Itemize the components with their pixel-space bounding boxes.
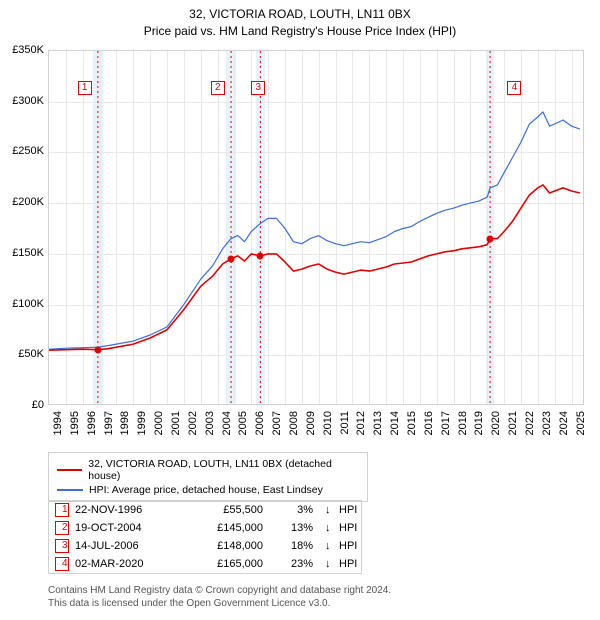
- sales-row-price: £55,500: [189, 504, 269, 516]
- sales-row-date: 22-NOV-1996: [69, 504, 189, 516]
- sales-row-marker: 1: [55, 503, 69, 517]
- sales-row-price: £148,000: [189, 540, 269, 552]
- down-arrow-icon: ↓: [319, 504, 333, 516]
- x-tick-label: 2020: [490, 411, 502, 451]
- legend-item-property: 32, VICTORIA ROAD, LOUTH, LN11 0BX (deta…: [57, 457, 359, 483]
- x-tick-label: 2017: [440, 411, 452, 451]
- sales-row-marker: 2: [55, 521, 69, 535]
- sale-marker-box: 1: [78, 81, 92, 95]
- legend-item-hpi: HPI: Average price, detached house, East…: [57, 483, 359, 497]
- sales-row-hpi-label: HPI: [333, 522, 361, 534]
- x-tick-label: 2006: [254, 411, 266, 451]
- x-tick-label: 2025: [575, 411, 587, 451]
- x-tick-label: 2015: [406, 411, 418, 451]
- x-tick-label: 2001: [170, 411, 182, 451]
- x-tick-label: 1999: [136, 411, 148, 451]
- x-tick-label: 2018: [457, 411, 469, 451]
- sales-row: 314-JUL-2006£148,00018%↓HPI: [49, 537, 361, 555]
- sales-row-date: 02-MAR-2020: [69, 558, 189, 570]
- x-tick-label: 2016: [423, 411, 435, 451]
- sales-row-marker: 4: [55, 557, 69, 571]
- title-block: 32, VICTORIA ROAD, LOUTH, LN11 0BX Price…: [0, 0, 600, 40]
- x-tick-label: 2023: [541, 411, 553, 451]
- legend-swatch-hpi: [57, 489, 83, 491]
- down-arrow-icon: ↓: [319, 558, 333, 570]
- down-arrow-icon: ↓: [319, 522, 333, 534]
- y-tick-label: £200K: [0, 196, 44, 208]
- sale-marker-box: 2: [211, 81, 225, 95]
- x-tick-label: 2005: [237, 411, 249, 451]
- sales-row: 402-MAR-2020£165,00023%↓HPI: [49, 555, 361, 573]
- legend: 32, VICTORIA ROAD, LOUTH, LN11 0BX (deta…: [48, 452, 368, 502]
- y-tick-label: £150K: [0, 247, 44, 259]
- title-address: 32, VICTORIA ROAD, LOUTH, LN11 0BX: [0, 6, 600, 23]
- series-svg: [49, 51, 585, 406]
- sales-row-pct: 18%: [269, 540, 319, 552]
- title-subtitle: Price paid vs. HM Land Registry's House …: [0, 23, 600, 40]
- x-tick-label: 1995: [69, 411, 81, 451]
- chart-container: 32, VICTORIA ROAD, LOUTH, LN11 0BX Price…: [0, 0, 600, 620]
- legend-label-property: 32, VICTORIA ROAD, LOUTH, LN11 0BX (deta…: [88, 458, 359, 482]
- x-tick-label: 1998: [119, 411, 131, 451]
- x-tick-label: 2000: [153, 411, 165, 451]
- x-tick-label: 1997: [103, 411, 115, 451]
- x-tick-label: 2007: [271, 411, 283, 451]
- x-tick-label: 2008: [288, 411, 300, 451]
- y-tick-label: £100K: [0, 298, 44, 310]
- sales-row-pct: 3%: [269, 504, 319, 516]
- sale-point: [487, 235, 494, 242]
- sales-row-pct: 23%: [269, 558, 319, 570]
- x-tick-label: 2024: [558, 411, 570, 451]
- sales-row-price: £165,000: [189, 558, 269, 570]
- sales-row-hpi-label: HPI: [333, 540, 361, 552]
- sales-row-pct: 13%: [269, 522, 319, 534]
- sales-row: 122-NOV-1996£55,5003%↓HPI: [49, 501, 361, 519]
- x-tick-label: 2019: [473, 411, 485, 451]
- y-tick-label: £50K: [0, 348, 44, 360]
- x-tick-label: 2022: [524, 411, 536, 451]
- sales-row-hpi-label: HPI: [333, 558, 361, 570]
- sales-row-date: 14-JUL-2006: [69, 540, 189, 552]
- footer: Contains HM Land Registry data © Crown c…: [48, 584, 391, 610]
- x-tick-label: 1994: [52, 411, 64, 451]
- x-tick-label: 2012: [355, 411, 367, 451]
- x-tick-label: 2009: [305, 411, 317, 451]
- x-tick-label: 2021: [507, 411, 519, 451]
- legend-label-hpi: HPI: Average price, detached house, East…: [89, 484, 323, 496]
- chart-area: 1234 £0£50K£100K£150K£200K£250K£300K£350…: [48, 50, 584, 405]
- x-tick-label: 2010: [322, 411, 334, 451]
- sale-point: [257, 252, 264, 259]
- y-tick-label: £350K: [0, 44, 44, 56]
- sales-row-date: 19-OCT-2004: [69, 522, 189, 534]
- y-tick-label: £250K: [0, 145, 44, 157]
- footer-line2: This data is licensed under the Open Gov…: [48, 597, 391, 610]
- footer-line1: Contains HM Land Registry data © Crown c…: [48, 584, 391, 597]
- sale-marker-box: 3: [251, 81, 265, 95]
- x-tick-label: 1996: [86, 411, 98, 451]
- series-line-hpi: [49, 112, 580, 349]
- x-tick-label: 2014: [389, 411, 401, 451]
- sales-row: 219-OCT-2004£145,00013%↓HPI: [49, 519, 361, 537]
- sale-point: [228, 255, 235, 262]
- x-tick-label: 2011: [339, 411, 351, 451]
- series-line-property: [49, 185, 580, 350]
- sales-row-marker: 3: [55, 539, 69, 553]
- sales-row-hpi-label: HPI: [333, 504, 361, 516]
- x-tick-label: 2004: [221, 411, 233, 451]
- x-tick-label: 2002: [187, 411, 199, 451]
- legend-swatch-property: [57, 469, 82, 471]
- x-tick-label: 2013: [372, 411, 384, 451]
- sales-table: 122-NOV-1996£55,5003%↓HPI219-OCT-2004£14…: [48, 500, 362, 574]
- y-tick-label: £0: [0, 399, 44, 411]
- down-arrow-icon: ↓: [319, 540, 333, 552]
- sale-point: [94, 346, 101, 353]
- x-tick-label: 2003: [204, 411, 216, 451]
- sale-marker-box: 4: [507, 81, 521, 95]
- y-tick-label: £300K: [0, 95, 44, 107]
- plot-region: 1 2 3 4: [48, 50, 584, 405]
- sales-row-price: £145,000: [189, 522, 269, 534]
